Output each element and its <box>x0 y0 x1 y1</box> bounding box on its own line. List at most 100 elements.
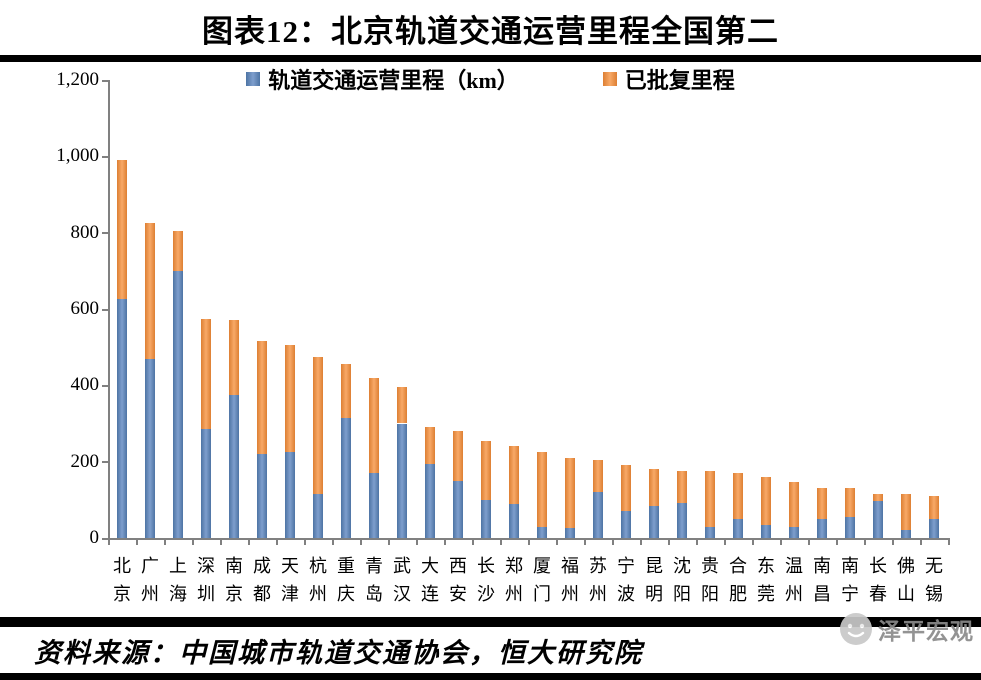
bar-segment-approved <box>677 471 687 503</box>
x-category-label: 东 莞 <box>757 556 775 604</box>
x-tick <box>304 538 306 545</box>
x-category-label: 天 津 <box>281 556 299 604</box>
bar-segment-approved <box>285 345 295 453</box>
bar-segment-approved <box>565 457 575 529</box>
x-category-label: 沈 阳 <box>673 556 691 604</box>
x-category-label: 佛 山 <box>897 556 915 604</box>
bar-segment-operating <box>341 417 351 538</box>
x-tick <box>136 538 138 545</box>
bar-segment-approved <box>425 427 435 464</box>
bar-segment-approved <box>593 459 603 493</box>
x-category-label: 厦 门 <box>533 556 551 604</box>
x-tick <box>416 538 418 545</box>
bar-segment-operating <box>649 505 659 538</box>
bar-segment-approved <box>901 494 911 531</box>
bar-segment-operating <box>733 518 743 538</box>
bar-segment-approved <box>845 488 855 517</box>
x-category-label: 郑 州 <box>505 556 523 604</box>
bar-segment-operating <box>313 494 323 538</box>
x-category-label: 武 汉 <box>393 556 411 604</box>
bar-segment-operating <box>229 394 239 538</box>
bar-segment-approved <box>369 377 379 474</box>
x-tick <box>640 538 642 545</box>
bar-segment-approved <box>705 471 715 527</box>
x-category-label: 南 宁 <box>841 556 859 604</box>
bar-segment-operating <box>789 526 799 538</box>
x-tick <box>220 538 222 545</box>
x-tick <box>808 538 810 545</box>
x-tick <box>724 538 726 545</box>
bar-segment-operating <box>565 528 575 538</box>
x-tick <box>108 538 110 545</box>
bar-segment-approved <box>453 431 463 481</box>
bar-segment-operating <box>285 452 295 538</box>
y-tick <box>102 79 108 82</box>
watermark-text: 泽平宏观 <box>878 619 974 644</box>
x-category-label: 大 连 <box>421 556 439 604</box>
bar-segment-operating <box>761 524 771 538</box>
x-tick <box>500 538 502 545</box>
legend-swatch-orange-icon <box>602 72 617 86</box>
bar-segment-operating <box>873 501 883 538</box>
bar-segment-approved <box>621 465 631 512</box>
x-tick <box>248 538 250 545</box>
x-category-label: 杭 州 <box>309 556 327 604</box>
x-tick <box>612 538 614 545</box>
x-category-label: 南 京 <box>225 556 243 604</box>
y-tick-label: 600 <box>70 298 100 319</box>
bar-segment-operating <box>705 526 715 538</box>
bar-segment-operating <box>257 454 267 538</box>
bar-segment-approved <box>929 496 939 519</box>
bar-segment-approved <box>313 356 323 495</box>
legend-item-approved: 已批复里程 <box>602 63 735 95</box>
x-tick <box>668 538 670 545</box>
bar-segment-approved <box>201 318 211 430</box>
y-tick-label: 400 <box>70 374 100 396</box>
x-category-label: 北 京 <box>113 556 131 604</box>
x-tick <box>780 538 782 545</box>
bar-segment-operating <box>593 492 603 538</box>
bar-segment-operating <box>901 530 911 538</box>
y-tick <box>102 155 108 158</box>
bar-segment-approved <box>145 223 155 359</box>
watermark-face-icon <box>840 613 872 645</box>
x-tick <box>472 538 474 545</box>
y-tick-label: 0 <box>89 527 100 548</box>
chart-legend: 轨道交通运营里程（km） 已批复里程 <box>0 63 981 95</box>
x-tick <box>444 538 446 545</box>
x-tick <box>360 538 362 545</box>
x-tick <box>836 538 838 545</box>
x-category-label: 深 圳 <box>197 556 215 604</box>
bar-segment-operating <box>481 499 491 538</box>
x-tick <box>164 538 166 545</box>
title-divider-rule <box>0 55 981 62</box>
bar-segment-operating <box>117 299 127 538</box>
bar-segment-operating <box>173 270 183 538</box>
bar-segment-approved <box>817 488 827 519</box>
bar-segment-operating <box>453 480 463 538</box>
source-note: 资料来源：中国城市轨道交通协会，恒大研究院 <box>34 638 643 668</box>
bar-segment-operating <box>509 503 519 538</box>
x-tick <box>920 538 922 545</box>
bar-segment-approved <box>257 341 267 455</box>
x-tick <box>332 538 334 545</box>
x-category-label: 长 沙 <box>477 556 495 604</box>
x-category-label: 上 海 <box>169 556 187 604</box>
x-tick <box>388 538 390 545</box>
x-category-label: 福 州 <box>561 556 579 604</box>
x-tick <box>696 538 698 545</box>
x-tick <box>276 538 278 545</box>
bar-segment-approved <box>397 387 407 424</box>
bar-segment-operating <box>677 502 687 538</box>
bar-segment-approved <box>341 364 351 418</box>
y-axis-line <box>108 80 110 538</box>
y-tick <box>102 308 108 311</box>
bar-segment-operating <box>621 511 631 538</box>
x-category-label: 重 庆 <box>337 556 355 604</box>
x-category-label: 成 都 <box>253 556 271 604</box>
bar-segment-approved <box>537 452 547 527</box>
legend-label-operating: 轨道交通运营里程（km） <box>268 68 519 93</box>
x-category-label: 南 昌 <box>813 556 831 604</box>
x-category-label: 西 安 <box>449 556 467 604</box>
